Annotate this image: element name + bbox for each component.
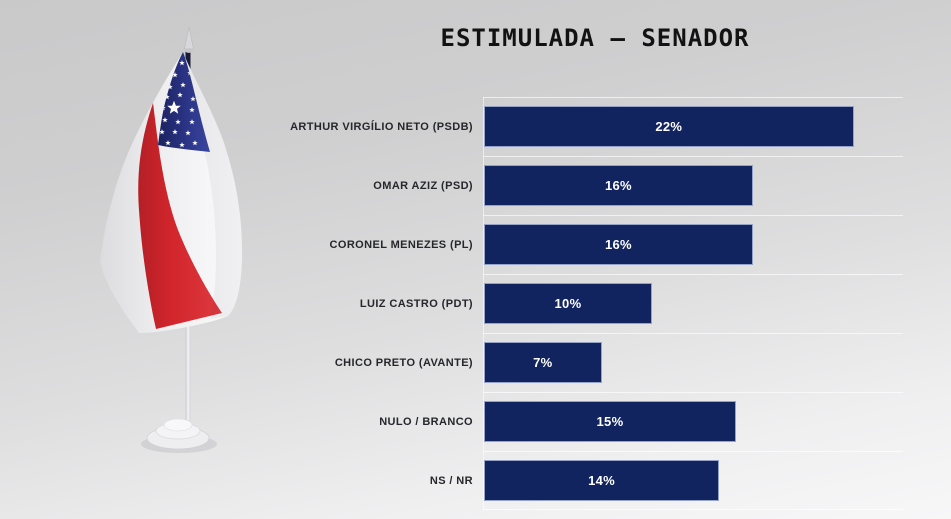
category-label: ARTHUR VIRGÍLIO NETO (PSDB) xyxy=(290,120,473,133)
chart-row: CORONEL MENEZES (PL) 16% xyxy=(281,215,903,274)
value-bar: 15% xyxy=(484,401,736,442)
value-label: 15% xyxy=(596,414,624,429)
value-label: 14% xyxy=(588,473,616,488)
category-label: NULO / BRANCO xyxy=(379,415,473,428)
value-bar: 10% xyxy=(484,283,652,324)
value-bar: 16% xyxy=(484,224,753,265)
value-label: 16% xyxy=(604,237,632,252)
chart-title: ESTIMULADA — SENADOR xyxy=(440,24,750,52)
value-label: 7% xyxy=(533,355,553,370)
bar-chart: ARTHUR VIRGÍLIO NETO (PSDB) 22% OMAR AZI… xyxy=(281,97,903,510)
category-label: CORONEL MENEZES (PL) xyxy=(329,238,473,251)
chart-row: LUIZ CASTRO (PDT) 10% xyxy=(281,274,903,333)
amazonas-desk-flag xyxy=(60,15,290,475)
value-bar: 7% xyxy=(484,342,602,383)
flag-cloth xyxy=(100,52,243,333)
chart-row: OMAR AZIZ (PSD) 16% xyxy=(281,156,903,215)
chart-row: NULO / BRANCO 15% xyxy=(281,392,903,451)
category-label: LUIZ CASTRO (PDT) xyxy=(359,297,473,310)
plot-cell: 16% xyxy=(483,156,903,215)
plot-cell: 16% xyxy=(483,215,903,274)
value-bar: 16% xyxy=(484,165,753,206)
plot-cell: 7% xyxy=(483,333,903,392)
category-label: NS / NR xyxy=(429,474,473,487)
value-label: 10% xyxy=(554,296,582,311)
chart-rows: ARTHUR VIRGÍLIO NETO (PSDB) 22% OMAR AZI… xyxy=(281,97,903,510)
value-label: 22% xyxy=(655,119,683,134)
category-label: OMAR AZIZ (PSD) xyxy=(373,179,473,192)
amazonas-flag-illustration xyxy=(100,26,243,453)
chart-row: ARTHUR VIRGÍLIO NETO (PSDB) 22% xyxy=(281,97,903,156)
chart-row: NS / NR 14% xyxy=(281,451,903,510)
value-bar: 14% xyxy=(484,460,720,501)
plot-cell: 22% xyxy=(483,97,903,156)
chart-row: CHICO PRETO (AVANTE) 7% xyxy=(281,333,903,392)
value-label: 16% xyxy=(604,178,632,193)
plot-cell: 15% xyxy=(483,392,903,451)
category-label: CHICO PRETO (AVANTE) xyxy=(334,356,473,369)
y-axis-line xyxy=(483,97,484,510)
flag-finial-icon xyxy=(184,26,194,50)
flag-base xyxy=(146,418,210,450)
plot-cell: 10% xyxy=(483,274,903,333)
value-bar: 22% xyxy=(484,106,854,147)
plot-cell: 14% xyxy=(483,451,903,510)
